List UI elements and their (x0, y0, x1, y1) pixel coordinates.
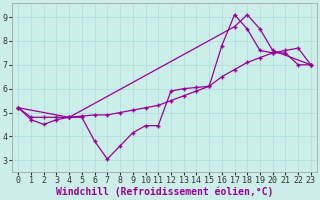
X-axis label: Windchill (Refroidissement éolien,°C): Windchill (Refroidissement éolien,°C) (56, 187, 273, 197)
